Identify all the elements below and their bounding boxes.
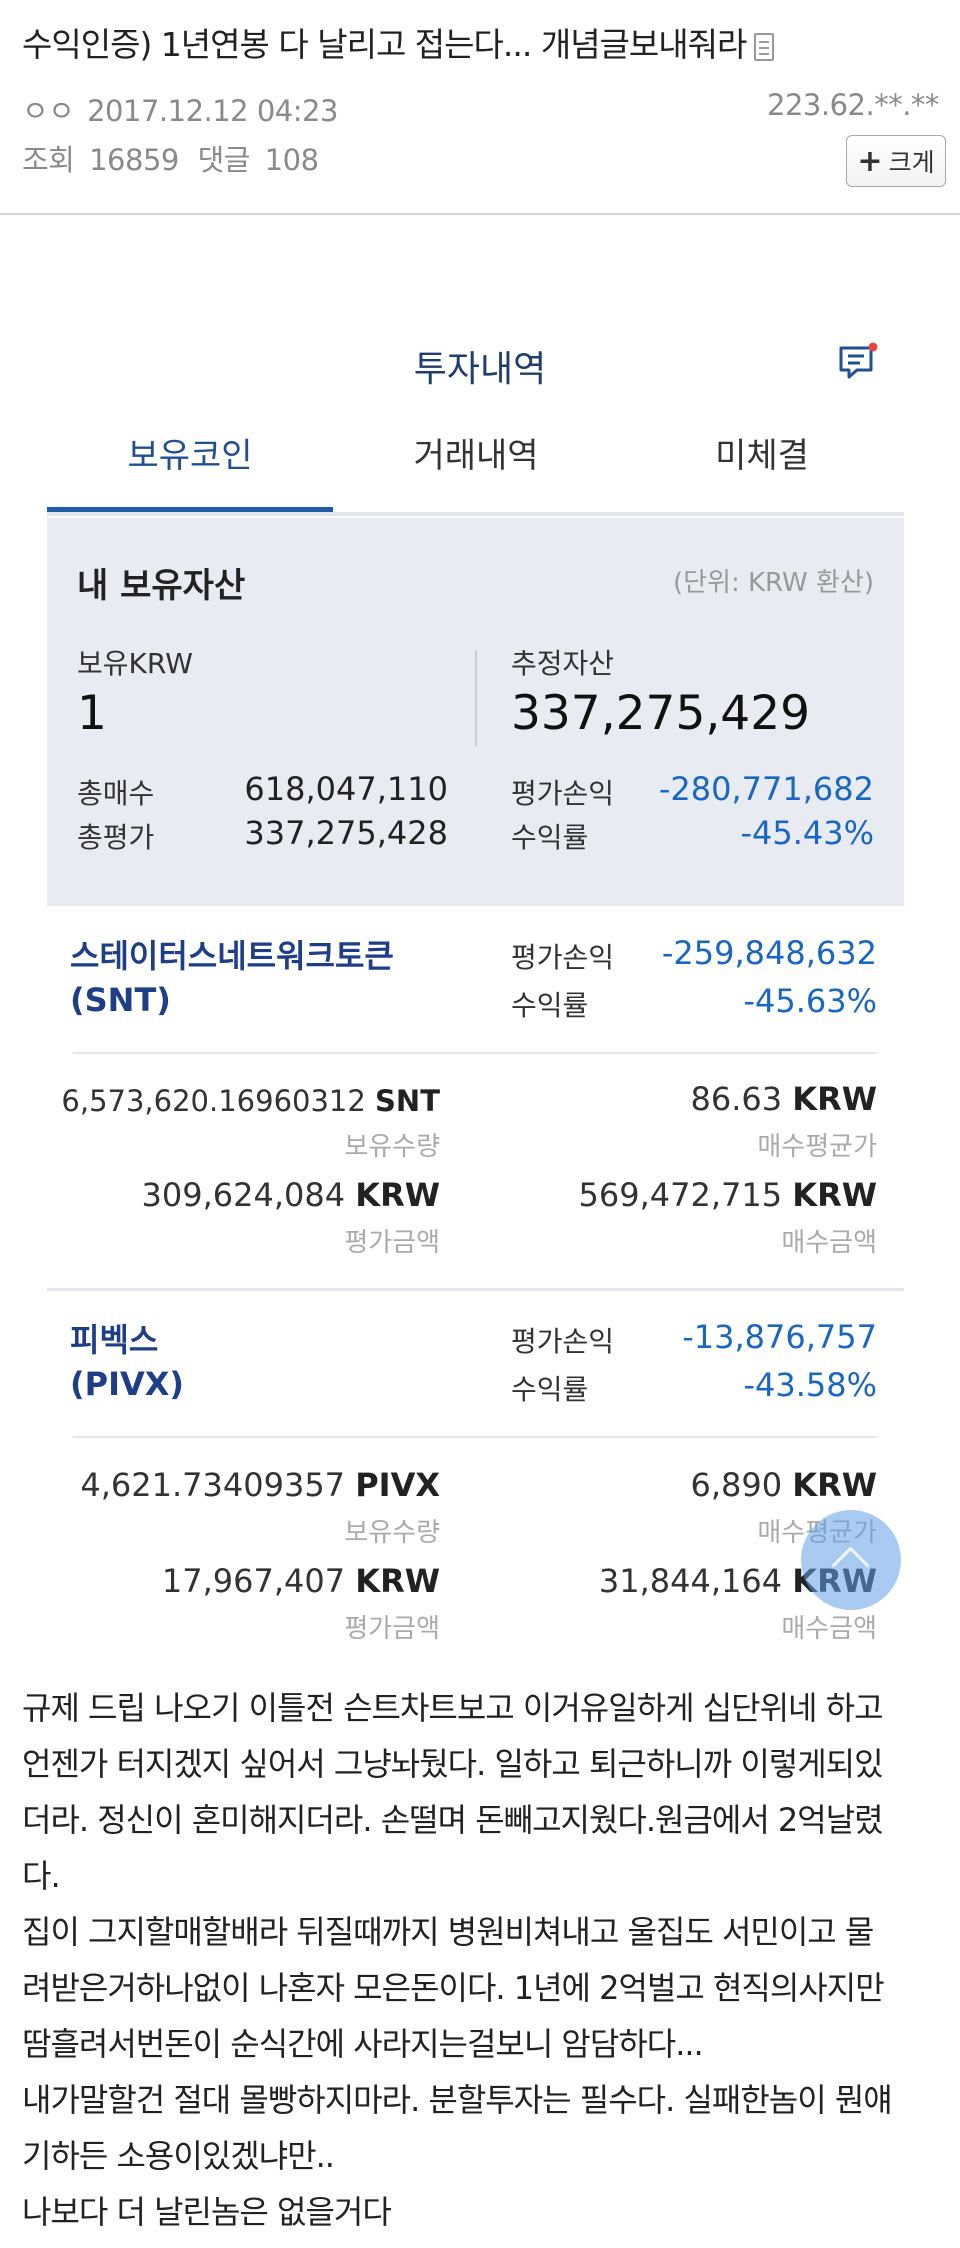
coin-divider [73,1052,877,1054]
avg-buy-price-label: 매수평균가 [757,1132,877,1162]
body-line: 기하든 소용이있겠냐만.. [22,2137,335,2175]
post-ip: 223.62.**.** [767,88,939,122]
coin-card-divider [47,1288,904,1291]
holding-amount: 6,573,620.16960312 SNT [61,1084,440,1118]
pnl-label: 평가손익 [511,777,615,810]
eval-amount-label: 평가금액 [344,1228,440,1258]
body-line: 내가말할건 절대 몰빵하지마라. 분할투자는 필수다. 실패한놈이 뭔얘 [22,2081,893,2119]
return-label: 수익률 [511,821,589,854]
my-assets-heading: 내 보유자산 [77,566,246,606]
tab-trade-history[interactable]: 거래내역 [413,436,539,476]
post-header: 수익인증) 1년연봉 다 날리고 접는다... 개념글보내줘라 ㅇㅇ 2017.… [0,0,960,215]
krw-holding-value: 1 [77,686,107,741]
comments-count[interactable]: 108 [264,143,319,177]
total-eval-value: 337,275,428 [244,814,448,852]
body-line: 규제 드립 나오기 이틀전 슨트차트보고 이거유일하게 십단위네 하고 [22,1689,884,1727]
summary-divider [475,650,477,746]
eval-amount: 309,624,084 KRW [141,1176,440,1214]
total-buy-value: 618,047,110 [244,770,448,808]
eval-amount-label: 평가금액 [344,1614,440,1644]
buy-amount: 569,472,715 KRW [578,1176,877,1214]
coin-pnl-value: -259,848,632 [661,934,877,972]
post-date: 2017.12.12 04:23 [87,94,338,128]
eval-amount: 17,967,407 KRW [161,1562,440,1600]
asset-tabs: 보유코인 거래내역 미체결 [47,400,904,516]
holding-amount: 4,621.73409357 PIVX [80,1466,440,1504]
coin-pnl-label: 평가손익 [511,941,615,974]
post-author[interactable]: ㅇㅇ [22,94,75,128]
total-buy-label: 총매수 [77,777,155,810]
coin-pnl-value: -13,876,757 [682,1318,877,1356]
buy-amount-label: 매수금액 [781,1228,877,1258]
embedded-screenshot: 투자내역 보유코인 거래내역 미체결 내 보유자산 (단위: KRW 환산) 보… [0,300,960,1645]
views-count: 16859 [89,143,179,177]
tab-holdings[interactable]: 보유코인 [47,400,333,512]
coin-pnl-label: 평가손익 [511,1325,615,1358]
comments-label: 댓글 [197,143,251,177]
body-line: 땀흘려서번돈이 순식간에 사라지는걸보니 암담하다... [22,2025,704,2063]
tab-unfilled-orders[interactable]: 미체결 [715,436,809,476]
coin-symbol-snt: (SNT) [70,981,171,1019]
plus-icon: + [857,143,883,179]
avg-buy-price: 86.63 KRW [690,1080,877,1118]
views-label: 조회 [22,143,75,177]
post-title: 수익인증) 1년연봉 다 날리고 접는다... 개념글보내줘라 [22,18,775,66]
coin-divider [73,1436,877,1438]
avg-buy-price: 6,890 KRW [690,1466,877,1504]
coin-return-value: -43.58% [743,1366,877,1404]
krw-holding-label: 보유KRW [77,647,193,680]
post-stats: 조회 16859 댓글 108 [22,137,319,179]
total-eval-label: 총평가 [77,821,155,854]
body-line: 나보다 더 날린놈은 없을거다 [22,2193,392,2231]
coin-return-value: -45.63% [743,982,877,1020]
estimated-assets-value: 337,275,429 [511,686,811,741]
post-title-text: 수익인증) 1년연봉 다 날리고 접는다... 개념글보내줘라 [22,25,747,64]
pnl-value: -280,771,682 [658,770,874,808]
my-assets-summary: 내 보유자산 (단위: KRW 환산) 보유KRW 1 추정자산 337,275… [47,518,904,906]
holding-label: 보유수량 [344,1132,440,1162]
buy-amount-label: 매수금액 [781,1614,877,1644]
body-line: 언젠가 터지겠지 싶어서 그냥놔뒀다. 일하고 퇴근하니까 이렇게되있 [22,1745,884,1783]
coin-return-label: 수익률 [511,989,589,1022]
document-icon [754,32,775,61]
coin-return-label: 수익률 [511,1373,589,1406]
body-line: 려받은거하나없이 나혼자 모은돈이다. 1년에 2억벌고 현직의사지만 [22,1969,885,2007]
coin-name-snt: 스테이터스네트워크토큰 [70,937,394,975]
chat-icon[interactable] [838,342,878,380]
coin-symbol-pivx: (PIVX) [70,1365,185,1403]
post-author-date: ㅇㅇ 2017.12.12 04:23 [22,88,338,130]
holding-label: 보유수량 [344,1518,440,1548]
unit-note: (단위: KRW 환산) [672,568,874,598]
estimated-assets-label: 추정자산 [511,647,615,680]
coin-name-pivx: 피벡스 [70,1321,159,1359]
return-value: -45.43% [740,814,874,852]
investment-history-title: 투자내역 [413,349,547,390]
body-line: 더라. 정신이 혼미해지더라. 손떨며 돈빼고지웠다.원금에서 2억날렸 [22,1801,884,1839]
body-line: 집이 그지할매할배라 뒤질때까지 병원비쳐내고 울집도 서민이고 물 [22,1913,874,1951]
font-bigger-button[interactable]: + 크게 [846,135,946,187]
font-bigger-label: 크게 [888,148,935,177]
post-body: 규제 드립 나오기 이틀전 슨트차트보고 이거유일하게 십단위네 하고 언젠가 … [22,1680,952,2240]
body-line: 다. [22,1857,61,1895]
scroll-to-top-button[interactable] [801,1510,901,1610]
